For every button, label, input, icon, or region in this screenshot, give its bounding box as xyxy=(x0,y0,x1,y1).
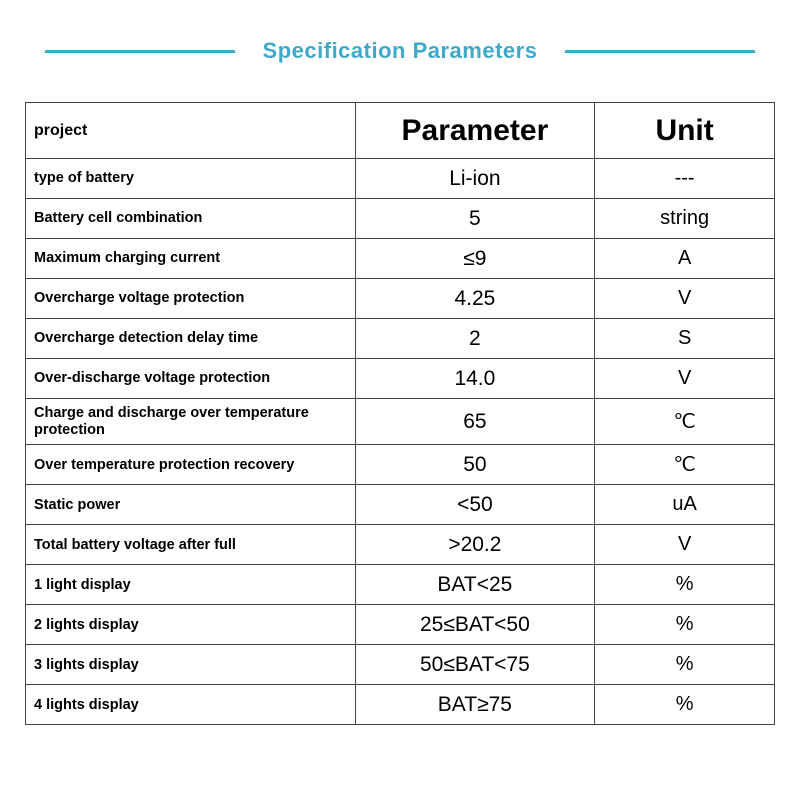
table-row: Overcharge voltage protection4.25V xyxy=(26,279,775,319)
table-row: Maximum charging current≤9A xyxy=(26,239,775,279)
header-parameter: Parameter xyxy=(355,103,595,159)
row-label: Static power xyxy=(26,485,356,525)
row-unit: % xyxy=(595,685,775,725)
table-row: Over-discharge voltage protection14.0V xyxy=(26,359,775,399)
row-parameter: 5 xyxy=(355,199,595,239)
row-unit: --- xyxy=(595,159,775,199)
row-label: Over-discharge voltage protection xyxy=(26,359,356,399)
row-unit: % xyxy=(595,565,775,605)
table-row: Charge and discharge over temperature pr… xyxy=(26,399,775,445)
header-unit: Unit xyxy=(595,103,775,159)
row-parameter: BAT<25 xyxy=(355,565,595,605)
row-unit: ℃ xyxy=(595,399,775,445)
row-unit: V xyxy=(595,279,775,319)
row-parameter: 4.25 xyxy=(355,279,595,319)
table-row: Static power<50uA xyxy=(26,485,775,525)
table-row: 4 lights displayBAT≥75% xyxy=(26,685,775,725)
row-label: Overcharge voltage protection xyxy=(26,279,356,319)
header-project: project xyxy=(26,103,356,159)
page-title: Specification Parameters xyxy=(263,38,538,64)
row-parameter: Li-ion xyxy=(355,159,595,199)
row-label: Total battery voltage after full xyxy=(26,525,356,565)
page-title-wrap: Specification Parameters xyxy=(25,38,775,64)
row-parameter: 2 xyxy=(355,319,595,359)
row-unit: string xyxy=(595,199,775,239)
row-label: Battery cell combination xyxy=(26,199,356,239)
row-unit: uA xyxy=(595,485,775,525)
row-parameter: 50 xyxy=(355,445,595,485)
table-row: Battery cell combination5string xyxy=(26,199,775,239)
row-parameter: 14.0 xyxy=(355,359,595,399)
row-parameter: BAT≥75 xyxy=(355,685,595,725)
row-label: Overcharge detection delay time xyxy=(26,319,356,359)
table-row: Over temperature protection recovery50℃ xyxy=(26,445,775,485)
row-label: Over temperature protection recovery xyxy=(26,445,356,485)
row-parameter: ≤9 xyxy=(355,239,595,279)
row-unit: V xyxy=(595,359,775,399)
row-unit: % xyxy=(595,605,775,645)
row-unit: V xyxy=(595,525,775,565)
row-unit: % xyxy=(595,645,775,685)
table-row: 3 lights display50≤BAT<75% xyxy=(26,645,775,685)
row-unit: ℃ xyxy=(595,445,775,485)
table-header-row: project Parameter Unit xyxy=(26,103,775,159)
row-label: type of battery xyxy=(26,159,356,199)
row-parameter: 65 xyxy=(355,399,595,445)
table-row: Overcharge detection delay time2S xyxy=(26,319,775,359)
row-label: Maximum charging current xyxy=(26,239,356,279)
table-row: type of batteryLi-ion--- xyxy=(26,159,775,199)
title-line-left xyxy=(45,50,235,53)
row-parameter: 50≤BAT<75 xyxy=(355,645,595,685)
row-unit: A xyxy=(595,239,775,279)
row-label: 3 lights display xyxy=(26,645,356,685)
table-row: 2 lights display25≤BAT<50% xyxy=(26,605,775,645)
row-label: 1 light display xyxy=(26,565,356,605)
title-line-right xyxy=(565,50,755,53)
row-parameter: >20.2 xyxy=(355,525,595,565)
row-parameter: <50 xyxy=(355,485,595,525)
row-parameter: 25≤BAT<50 xyxy=(355,605,595,645)
table-row: 1 light displayBAT<25% xyxy=(26,565,775,605)
table-row: Total battery voltage after full>20.2V xyxy=(26,525,775,565)
table-body: type of batteryLi-ion---Battery cell com… xyxy=(26,159,775,725)
row-label: 4 lights display xyxy=(26,685,356,725)
row-unit: S xyxy=(595,319,775,359)
row-label: Charge and discharge over temperature pr… xyxy=(26,399,356,445)
spec-table: project Parameter Unit type of batteryLi… xyxy=(25,102,775,725)
row-label: 2 lights display xyxy=(26,605,356,645)
